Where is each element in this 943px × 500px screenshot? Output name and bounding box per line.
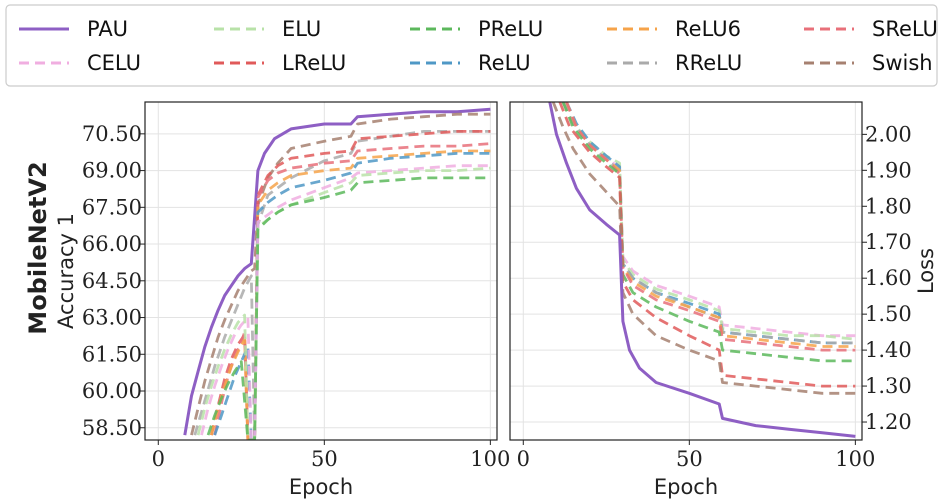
loss-series-pau: [548, 102, 856, 438]
accuracy-ticks: 0 50 100 58.50 60.00 61.50 63.00 64.50 66.00 67.5…: [82, 122, 511, 471]
accuracy-series-elu: [196, 166, 491, 440]
accuracy-ylabel: Accuracy 1: [54, 213, 78, 329]
loss-ytick-label: 1.30: [865, 374, 912, 398]
loss-ticks: 0 50 100 1.20 1.30 1.40 1.50 1.60 1.70 1.80 1.90 2.…: [517, 122, 912, 471]
loss-series-swish: [551, 102, 856, 395]
accuracy-xtick-label: 0: [152, 447, 165, 471]
accuracy-ytick-label: 67.50: [82, 195, 142, 219]
accuracy-ytick-label: 66.00: [82, 232, 142, 256]
loss-xlabel: Epoch: [654, 475, 718, 499]
accuracy-series-prelu: [206, 176, 491, 440]
accuracy-xtick-label: 100: [470, 447, 510, 471]
accuracy-xlabel: Epoch: [289, 475, 353, 499]
legend-items: PAU ELU PReLU ReLU6 SReLU CELU LReLU ReLU RReLU S…: [19, 17, 938, 75]
accuracy-series-relu: [213, 152, 491, 440]
legend-label-swish: Swish: [872, 51, 933, 75]
accuracy-series-relu6: [210, 149, 491, 440]
accuracy-ytick-label: 63.00: [82, 306, 142, 330]
loss-xtick-label: 100: [835, 447, 875, 471]
loss-ylabel: Loss: [914, 248, 938, 294]
accuracy-series-lrelu: [210, 130, 491, 440]
loss-ytick-label: 2.00: [865, 122, 912, 146]
row-label: MobileNetV2: [24, 161, 52, 334]
accuracy-ytick-label: 58.50: [82, 416, 142, 440]
legend-label-pau: PAU: [87, 17, 128, 41]
accuracy-ytick-label: 70.50: [82, 122, 142, 146]
loss-ytick-label: 1.20: [865, 410, 912, 434]
loss-series-rrelu: [561, 102, 856, 345]
accuracy-series: [183, 107, 491, 440]
loss-xtick-label: 50: [676, 447, 703, 471]
loss-ytick-label: 1.40: [865, 338, 912, 362]
accuracy-ytick-label: 69.00: [82, 159, 142, 183]
loss-series-srelu: [565, 102, 856, 352]
loss-grid: [510, 102, 862, 440]
loss-xtick-label: 0: [517, 447, 530, 471]
accuracy-axes-frame: [144, 101, 498, 441]
legend-label-prelu: PReLU: [478, 17, 543, 41]
accuracy-xtick-label: 50: [311, 447, 338, 471]
legend-label-srelu: SReLU: [872, 17, 938, 41]
legend-label-elu: ELU: [282, 17, 321, 41]
loss-series-prelu: [561, 102, 856, 363]
loss-chart: 0 50 100 1.20 1.30 1.40 1.50 1.60 1.70 1.80 1.90 2.…: [509, 101, 938, 499]
loss-series-lrelu: [558, 102, 856, 388]
loss-series: [548, 102, 856, 438]
loss-ytick-label: 1.70: [865, 230, 912, 254]
legend: PAU ELU PReLU ReLU6 SReLU CELU LReLU ReLU RReLU S…: [5, 4, 938, 87]
accuracy-ytick-label: 60.00: [82, 379, 142, 403]
legend-frame: [5, 4, 938, 87]
loss-ytick-label: 1.60: [865, 266, 912, 290]
accuracy-ytick-label: 64.50: [82, 269, 142, 293]
legend-label-rrelu: RReLU: [675, 51, 742, 75]
legend-label-lrelu: LReLU: [282, 51, 346, 75]
accuracy-series-pau: [183, 107, 491, 436]
loss-ytick-label: 1.50: [865, 302, 912, 326]
loss-ytick-label: 1.90: [865, 158, 912, 182]
accuracy-chart: 0 50 100 58.50 60.00 61.50 63.00 64.50 66.00 67.5…: [54, 101, 511, 499]
loss-ytick-label: 1.80: [865, 194, 912, 218]
accuracy-ytick-label: 61.50: [82, 342, 142, 366]
legend-label-celu: CELU: [87, 51, 141, 75]
loss-axes-frame: [509, 101, 863, 441]
accuracy-series-celu: [200, 164, 491, 440]
legend-label-relu6: ReLU6: [675, 17, 741, 41]
loss-plot-area: [510, 102, 862, 440]
legend-label-relu: ReLU: [478, 51, 531, 75]
